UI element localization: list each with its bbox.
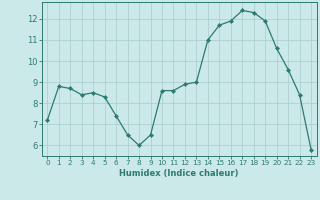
X-axis label: Humidex (Indice chaleur): Humidex (Indice chaleur)	[119, 169, 239, 178]
